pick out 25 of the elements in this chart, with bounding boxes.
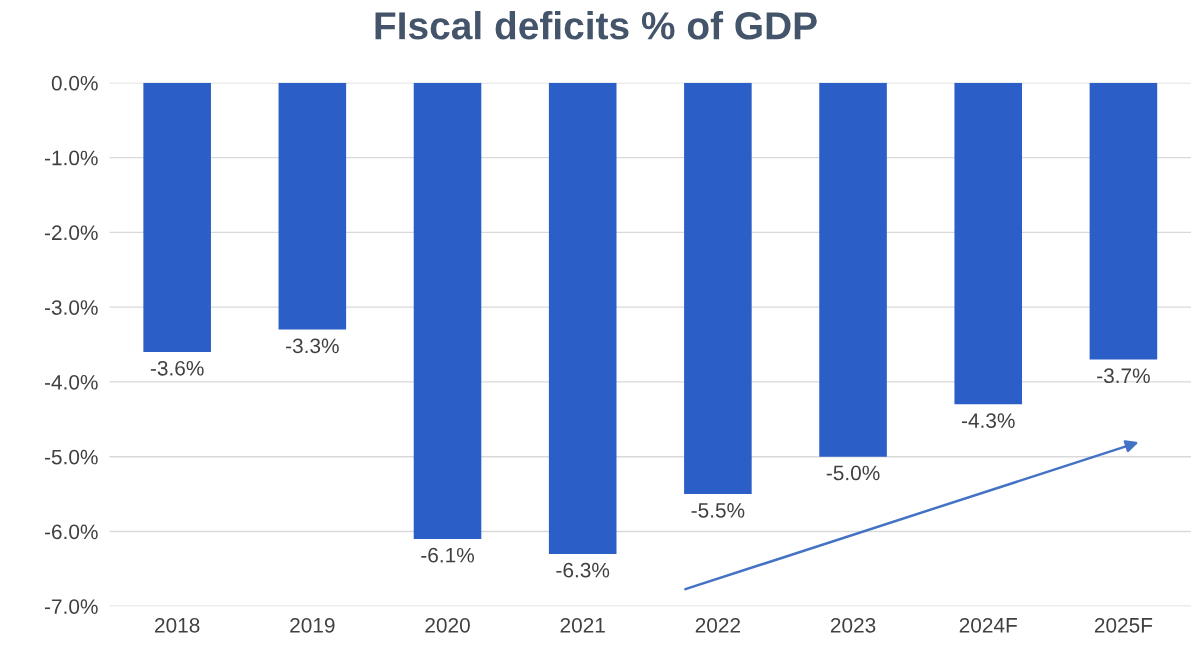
x-tick-label: 2021 [560, 617, 605, 633]
data-label: -3.6% [150, 360, 204, 376]
y-tick-label: -4.0% [44, 374, 98, 390]
data-label: -5.0% [826, 465, 880, 481]
y-tick-label: -5.0% [44, 449, 98, 465]
data-label: -6.3% [556, 562, 610, 578]
y-tick-label: -6.0% [44, 524, 98, 540]
x-tick-label: 2025F [1094, 617, 1153, 633]
data-label: -3.3% [286, 338, 339, 354]
data-label: -4.3% [961, 413, 1015, 428]
x-tick-label: 2020 [425, 617, 470, 633]
data-label: -5.5% [691, 503, 745, 518]
x-tick-label: 2023 [830, 617, 876, 633]
y-tick-label: -2.0% [44, 225, 98, 241]
y-tick-label: -1.0% [44, 150, 98, 166]
x-tick-label: 2022 [695, 617, 740, 633]
y-tick-label: -7.0% [44, 599, 98, 614]
y-tick-label: 0.0% [51, 75, 98, 91]
x-tick-label: 2024F [959, 617, 1017, 633]
data-label: -6.1% [421, 547, 474, 563]
x-tick-label: 2019 [290, 617, 335, 633]
y-tick-label: -3.0% [44, 300, 98, 315]
chart-title: FIscal deficits % of GDP [375, 10, 817, 40]
data-label: -3.7% [1097, 368, 1150, 384]
x-tick-label: 2018 [155, 617, 200, 633]
